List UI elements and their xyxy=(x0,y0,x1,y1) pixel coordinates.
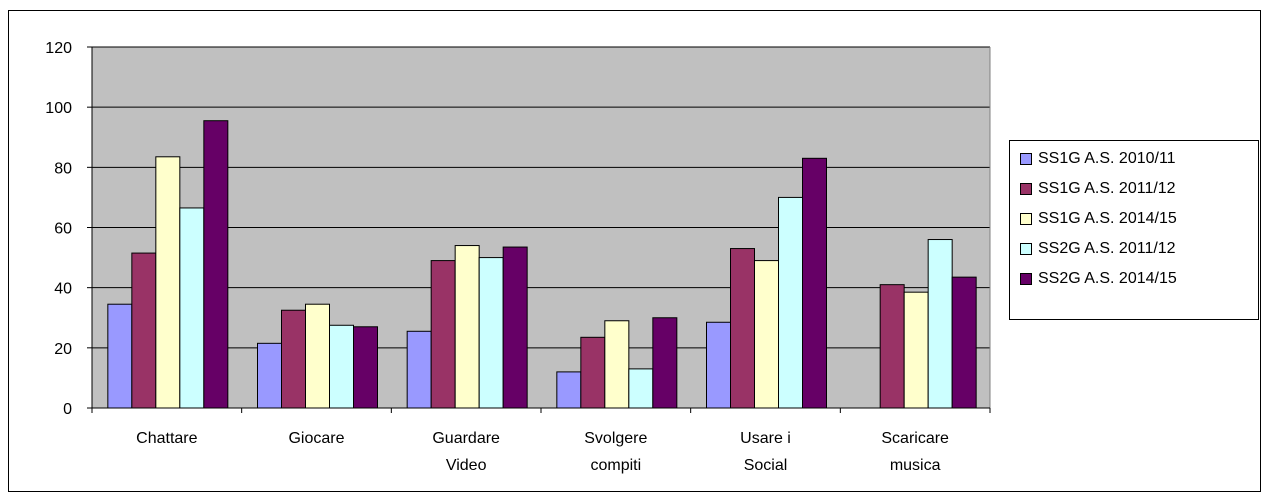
legend-swatch xyxy=(1020,183,1032,195)
bar xyxy=(556,371,582,409)
bar xyxy=(502,246,528,409)
x-category-label: compiti xyxy=(590,457,641,474)
bar xyxy=(730,248,755,409)
bar xyxy=(879,284,905,409)
legend-item: SS1G A.S. 2014/15 xyxy=(1020,207,1177,231)
y-tick-label: 80 xyxy=(54,160,72,177)
x-category-label: Video xyxy=(446,457,487,474)
legend-swatch xyxy=(1020,243,1032,255)
legend-swatch xyxy=(1020,153,1032,165)
bar xyxy=(107,303,133,409)
legend-label: SS1G A.S. 2010/11 xyxy=(1038,150,1176,167)
bar xyxy=(778,196,803,409)
legend-swatch xyxy=(1020,213,1032,225)
bar xyxy=(406,330,432,409)
bar xyxy=(652,317,678,409)
bar xyxy=(203,120,229,409)
bar xyxy=(305,303,330,409)
x-category-label: Chattare xyxy=(136,430,197,447)
legend-swatch xyxy=(1020,273,1032,285)
y-tick-label: 100 xyxy=(45,100,72,117)
bar xyxy=(628,368,654,409)
legend-item: SS1G A.S. 2011/12 xyxy=(1020,177,1176,201)
x-category-label: Usare i xyxy=(740,430,791,447)
bar xyxy=(580,336,606,409)
bar xyxy=(802,157,827,409)
x-category-label: musica xyxy=(890,457,941,474)
bar xyxy=(604,320,630,409)
bar xyxy=(281,309,306,409)
chart-legend: SS1G A.S. 2010/11 SS1G A.S. 2011/12 SS1G A… xyxy=(1009,140,1259,320)
bar xyxy=(353,326,378,409)
legend-label: SS2G A.S. 2011/12 xyxy=(1038,240,1176,257)
y-tick-label: 20 xyxy=(54,341,72,358)
bar xyxy=(179,207,205,409)
x-category-label: Guardare xyxy=(432,430,500,447)
x-category-label: Social xyxy=(744,457,788,474)
y-tick-label: 40 xyxy=(54,281,72,298)
bar xyxy=(131,252,157,409)
bar xyxy=(754,260,779,409)
bar xyxy=(903,291,929,409)
bar xyxy=(155,156,181,409)
x-category-label: Scaricare xyxy=(881,430,949,447)
bar xyxy=(478,257,504,409)
legend-label: SS2G A.S. 2014/15 xyxy=(1038,270,1177,287)
bar xyxy=(454,245,480,409)
bar xyxy=(927,239,953,409)
bar xyxy=(706,321,731,409)
x-category-label: Svolgere xyxy=(584,430,647,447)
y-tick-label: 0 xyxy=(63,401,72,418)
legend-item: SS2G A.S. 2011/12 xyxy=(1020,237,1176,261)
legend-item: SS1G A.S. 2010/11 xyxy=(1020,147,1176,171)
bar xyxy=(951,276,977,409)
legend-item: SS2G A.S. 2014/15 xyxy=(1020,267,1177,291)
y-tick-label: 60 xyxy=(54,221,72,238)
legend-label: SS1G A.S. 2011/12 xyxy=(1038,180,1176,197)
legend-label: SS1G A.S. 2014/15 xyxy=(1038,210,1177,227)
bar xyxy=(329,324,354,409)
x-category-label: Giocare xyxy=(288,430,344,447)
bar xyxy=(430,260,456,409)
bar xyxy=(257,342,282,409)
y-tick-label: 120 xyxy=(45,40,72,57)
